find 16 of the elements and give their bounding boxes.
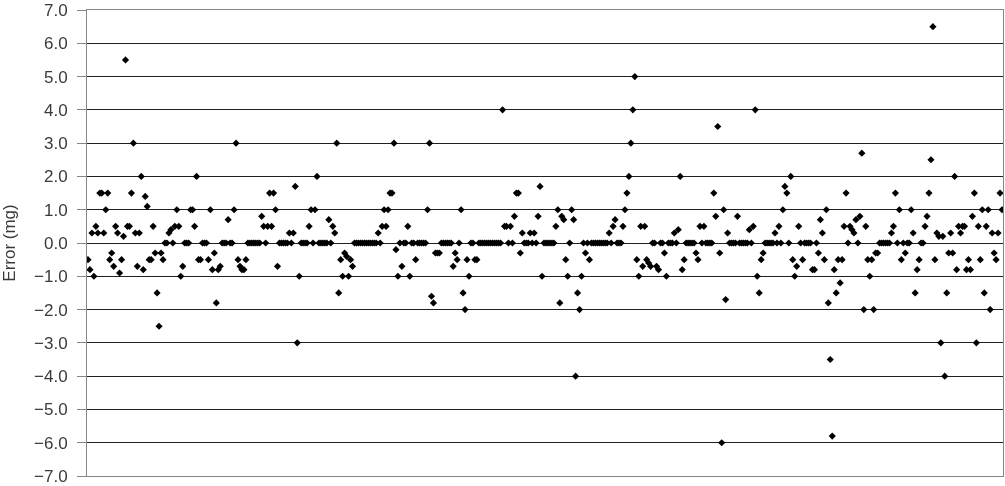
y-axis-title: Error (mg) — [0, 204, 19, 282]
y-tick-label: 2.0 — [43, 167, 68, 187]
y-tick-label: 3.0 — [43, 134, 68, 154]
y-tick-label: −2.0 — [34, 300, 68, 320]
y-tick-label: −6.0 — [34, 433, 68, 453]
y-tick-label: 5.0 — [43, 67, 68, 87]
y-tick-label: 4.0 — [43, 100, 68, 120]
y-tick-label: 7.0 — [43, 0, 68, 20]
y-tick-label: 6.0 — [43, 34, 68, 54]
y-tick-label: −5.0 — [34, 400, 68, 420]
y-tick-label: 0.0 — [43, 233, 68, 253]
y-tick-label: −7.0 — [34, 466, 68, 486]
y-tick-label: −4.0 — [34, 367, 68, 387]
y-tick-label: −1.0 — [34, 267, 68, 287]
y-tick-label: −3.0 — [34, 333, 68, 353]
y-tick-label: 1.0 — [43, 200, 68, 220]
